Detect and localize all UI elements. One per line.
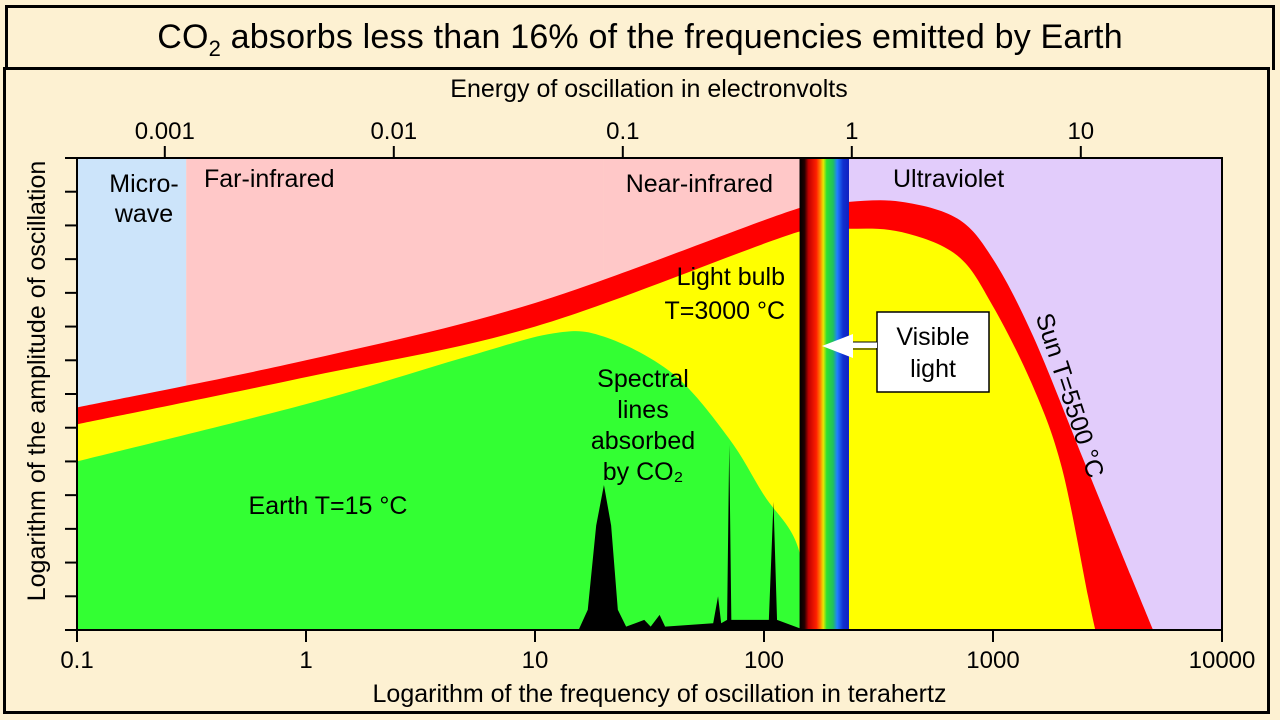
x2-tick-label: 10 [1067, 118, 1094, 145]
x-tick-label: 100 [744, 647, 784, 674]
x-tick-label: 1000 [966, 647, 1019, 674]
x-tick-label: 0.1 [60, 647, 93, 674]
x2-tick-label: 0.001 [135, 118, 195, 145]
visible-light-label: Visible light [896, 323, 969, 383]
title-banner: CO2 absorbs less than 16% of the frequen… [5, 5, 1275, 70]
arrow-left-icon [822, 334, 853, 358]
x-tick-label: 1 [299, 647, 312, 674]
emission-curves [77, 158, 1154, 630]
x-tick-label: 10000 [1189, 647, 1256, 674]
axes: 0.1 1 10 100 1000 10000 0.001 0.01 0.1 1 10 Logarit… [23, 75, 1255, 708]
x2-axis-title: Energy of oscillation in electronvolts [450, 75, 847, 103]
x2-tick-label: 0.1 [606, 118, 639, 145]
title-suffix: absorbs less than 16% of the frequencies… [221, 18, 1123, 56]
x2-tick-label: 0.01 [370, 118, 417, 145]
region-label-near-infrared: Near-infrared [626, 170, 773, 198]
title-prefix: CO [157, 18, 209, 56]
annotation-co2-lines: Spectral lines absorbed by CO₂ [591, 365, 695, 486]
region-label-ultraviolet: Ultraviolet [893, 165, 1004, 193]
title-subscript: 2 [208, 36, 222, 61]
x-axis-title: Logarithm of the frequency of oscillatio… [373, 680, 947, 708]
x2-tick-label: 1 [845, 118, 858, 145]
region-label-microwave: Micro-wave [109, 170, 178, 228]
region-label-far-infrared: Far-infrared [204, 165, 335, 193]
visible-light-callout [876, 311, 990, 393]
co2-absorption-lines [578, 444, 805, 630]
y-axis-title: Logarithm of the amplitude of oscillatio… [23, 161, 51, 602]
annotation-earth: Earth T=15 °C [249, 492, 408, 520]
x-tick-label: 10 [522, 647, 549, 674]
earth-curve [77, 331, 811, 630]
annotation-light-bulb: Light bulb T=3000 °C [665, 263, 785, 325]
visible-light-band [799, 158, 849, 630]
page-title: CO2 absorbs less than 16% of the frequen… [8, 18, 1272, 60]
